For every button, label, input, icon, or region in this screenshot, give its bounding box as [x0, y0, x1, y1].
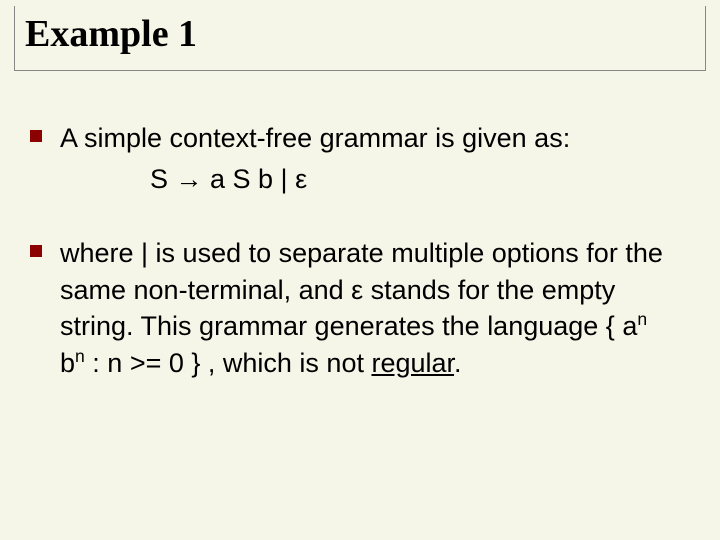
text-span: where | is used to separate multiple opt…: [60, 238, 663, 341]
text-span: .: [454, 348, 462, 378]
text-span: : n >= 0 } , which is not: [85, 348, 372, 378]
bullet-icon: [30, 130, 42, 142]
bullet-text: where | is used to separate multiple opt…: [60, 235, 670, 381]
grammar-rule: S → a S b | ε: [150, 164, 670, 195]
superscript: n: [637, 309, 647, 329]
text-span: b: [60, 348, 75, 378]
bullet-icon: [30, 245, 42, 257]
link-regular[interactable]: regular: [371, 348, 454, 378]
slide: Example 1 A simple context-free grammar …: [0, 0, 720, 540]
content-area: A simple context-free grammar is given a…: [30, 120, 670, 409]
list-item: where | is used to separate multiple opt…: [30, 235, 670, 381]
list-item: A simple context-free grammar is given a…: [30, 120, 670, 156]
slide-title: Example 1: [25, 13, 197, 55]
bullet-text: A simple context-free grammar is given a…: [60, 120, 570, 156]
title-box: Example 1: [14, 6, 706, 71]
superscript: n: [75, 346, 85, 366]
